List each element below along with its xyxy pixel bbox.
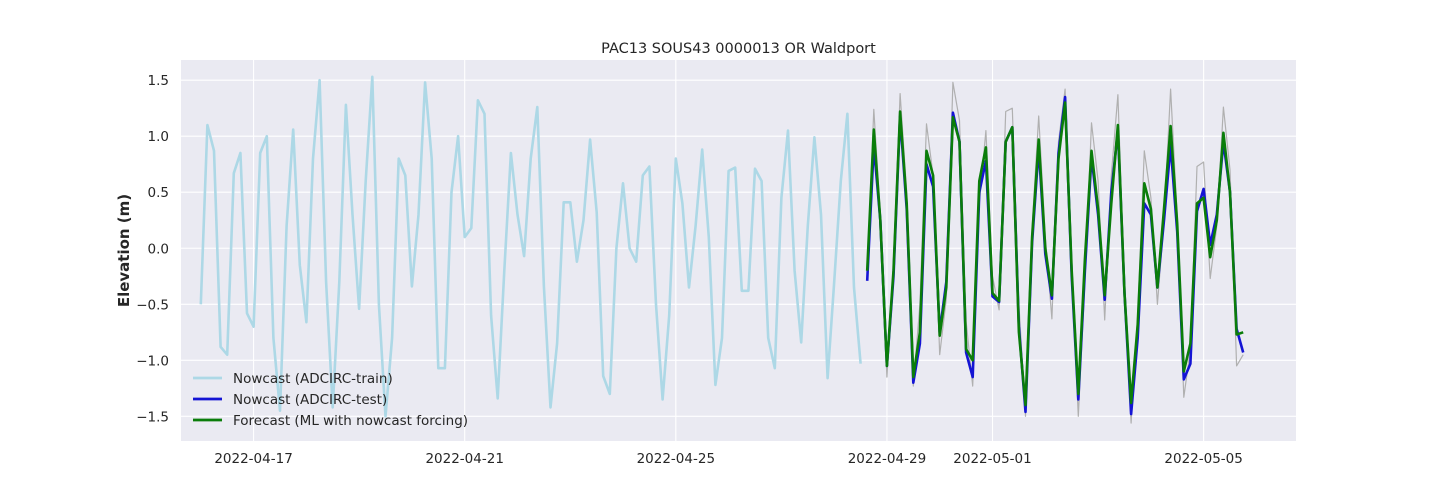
y-axis-label: Elevation (m) <box>115 194 133 307</box>
series-line-forecast-ml-with-nowcast-forcing <box>865 101 1244 407</box>
x-tick-label: 2022-04-25 <box>637 451 715 467</box>
legend-label: Forecast (ML with nowcast forcing) <box>233 413 468 429</box>
y-tick-label: 1.0 <box>148 129 169 145</box>
y-tick-label: −1.0 <box>136 353 169 369</box>
y-tick-label: 1.5 <box>148 73 169 89</box>
chart-title: PAC13 SOUS43 0000013 OR Waldport <box>601 41 876 57</box>
x-tick-label: 2022-05-05 <box>1164 451 1242 467</box>
x-axis: 2022-04-17 2022-04-21 2022-04-25 2022-04-29… <box>214 451 1243 467</box>
y-tick-label: −0.5 <box>136 297 169 313</box>
y-tick-label: 0.5 <box>148 185 169 201</box>
legend: Nowcast (ADCIRC-train) Nowcast (ADCIRC-te… <box>193 371 468 429</box>
series-layer <box>199 75 1245 424</box>
x-tick-label: 2022-04-17 <box>214 451 292 467</box>
y-axis: −1.5 −1.0 −0.5 0.0 0.5 1.0 1.5 <box>136 73 169 425</box>
x-tick-label: 2022-05-01 <box>953 451 1031 467</box>
series-line-nowcast-adcirc-train <box>199 75 862 418</box>
x-tick-label: 2022-04-29 <box>848 451 926 467</box>
legend-label: Nowcast (ADCIRC-train) <box>233 371 393 387</box>
y-tick-label: −1.5 <box>136 409 169 425</box>
x-tick-label: 2022-04-21 <box>425 451 503 467</box>
legend-label: Nowcast (ADCIRC-test) <box>233 392 387 408</box>
y-tick-label: 0.0 <box>148 241 169 257</box>
